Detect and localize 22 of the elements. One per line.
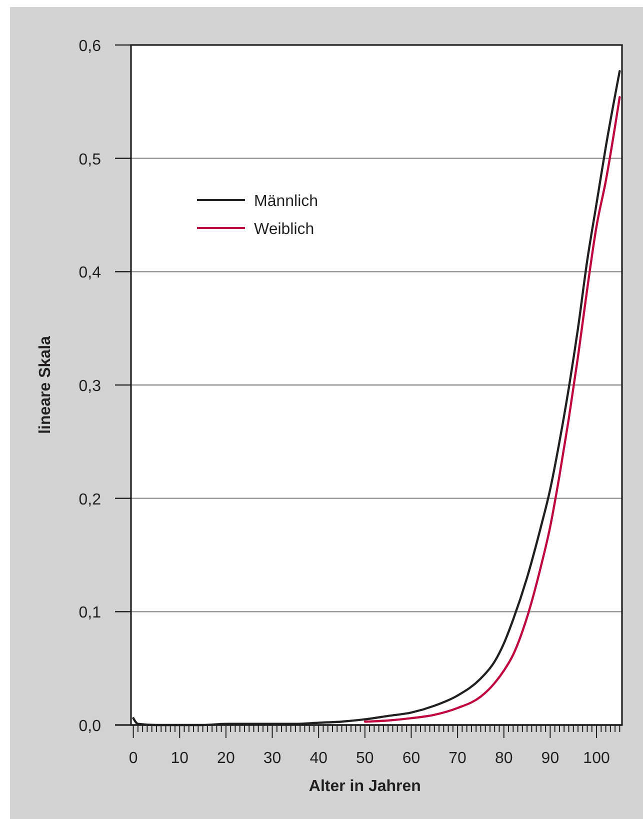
x-tick-label: 20 [217, 750, 235, 767]
x-tick-label: 40 [310, 750, 328, 767]
x-tick-label: 0 [128, 750, 138, 767]
x-tick-label: 70 [448, 750, 467, 767]
y-tick-label: 0,4 [78, 264, 102, 282]
y-tick-label: 0,6 [78, 38, 102, 55]
x-tick-label: 60 [402, 750, 420, 767]
x-tick-label: 80 [494, 750, 513, 767]
legend-label: Männlich [254, 193, 318, 210]
y-axis-title: lineare Skala [37, 336, 54, 434]
x-tick-label: 10 [170, 750, 189, 767]
y-tick-label: 0,0 [78, 718, 102, 735]
legend-label: Weiblich [254, 221, 314, 238]
y-tick-label: 0,2 [78, 491, 102, 508]
x-tick-label: 30 [263, 750, 282, 767]
x-axis-title: Alter in Jahren [308, 778, 421, 795]
y-tick-label: 0,3 [78, 378, 102, 395]
x-tick-label: 50 [356, 750, 374, 767]
y-tick-label: 0,1 [78, 604, 102, 622]
x-tick-label: 90 [541, 750, 560, 767]
x-tick-label: 100 [583, 750, 610, 767]
y-tick-label: 0,5 [78, 151, 102, 168]
